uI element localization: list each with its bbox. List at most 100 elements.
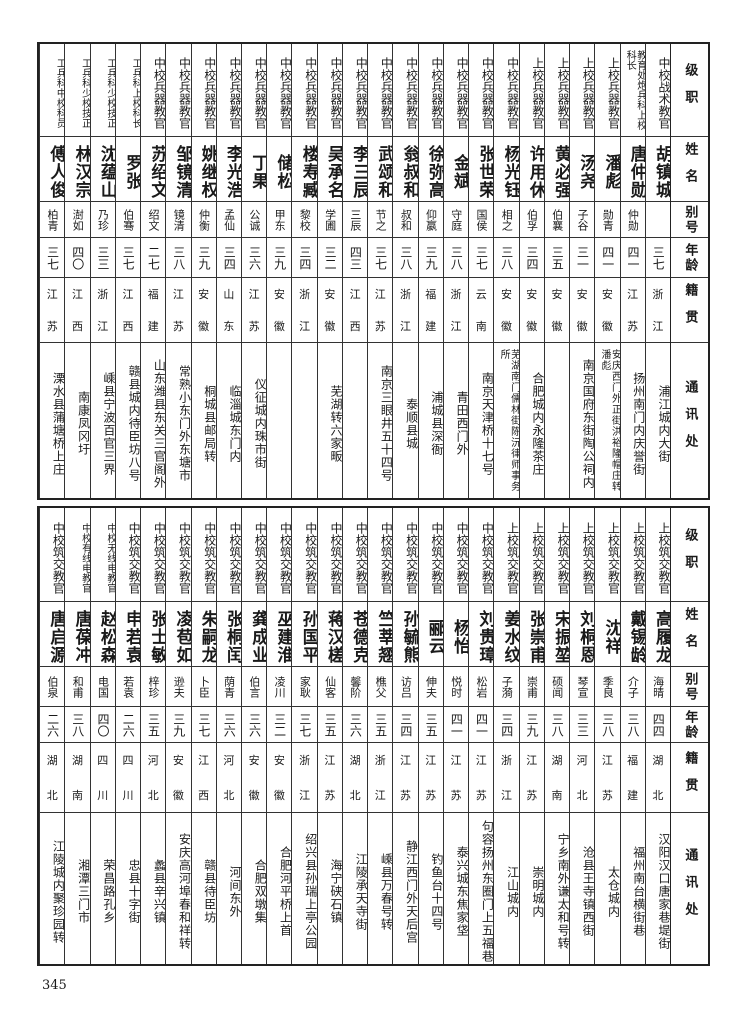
native-place-cell: 安徽 <box>570 278 595 343</box>
name-cell: 金斌 <box>443 137 469 202</box>
name-cell: 张崇甫 <box>519 602 544 667</box>
roster-column: 上校兵器教官 汤尧 子谷 三一安徽南京国府东街陶公祠内 <box>569 44 595 498</box>
rank-cell: 中校兵器教官 <box>216 44 242 137</box>
address-cell <box>292 343 316 498</box>
alias-cell: 伯泉 <box>40 667 65 707</box>
rank-cell: 中校兵器教官 <box>267 44 292 137</box>
address-cell: 河间东外 <box>228 865 242 918</box>
native-place-cell: 江西 <box>342 278 368 343</box>
rank-cell: 中校筑交教官 <box>191 508 216 602</box>
native-province-char-2: 徽 <box>576 320 588 333</box>
roster-column: 中校兵器教官 楼寿臧 黎校 三四浙江 <box>291 44 317 498</box>
alias-cell: 伸夫 <box>418 667 443 707</box>
native-province-char-2: 徽 <box>273 320 285 333</box>
rank-cell: 中校兵器教官 <box>418 44 443 137</box>
native-place-cell: 浙江 <box>494 743 519 813</box>
native-province-char-2: 北 <box>652 788 664 802</box>
native-province-char-2: 江 <box>299 788 311 802</box>
native-province-char-1: 河 <box>147 754 159 768</box>
native-province-char-1: 四 <box>97 754 109 768</box>
age-cell: 四一 <box>595 238 620 278</box>
native-place-cell: 湖北 <box>645 743 670 813</box>
native-place-cell: 浙江 <box>393 278 418 343</box>
roster-column: 工兵科少校技正 沈蕴山 乃珍 三三浙江嵊县宁波百官三界 <box>89 44 115 498</box>
address-cell: 嵊县万春号转 <box>379 852 393 931</box>
address-cell: 桐城县邮局转 <box>202 384 216 463</box>
rank-cell: 工兵科少校技正 <box>65 44 90 137</box>
roster-column: 上校兵器教官 许用休 伯孚 三四安徽合肥城内永隆茶庄 <box>518 44 544 498</box>
native-province-char-2: 江 <box>450 320 462 333</box>
native-place-cell: 江西 <box>115 278 141 343</box>
native-province-char-2: 北 <box>576 788 588 802</box>
native-province-char-1: 江 <box>324 754 336 768</box>
rank-cell: 中校筑交教官 <box>292 508 317 602</box>
rank-cell: 中校筑交教官 <box>40 508 65 602</box>
native-province-char-2: 江 <box>652 320 664 333</box>
native-province-char-1: 江 <box>475 754 487 768</box>
native-place-cell: 安徽 <box>267 278 292 343</box>
native-province-char-2: 徽 <box>198 320 210 333</box>
header-alias: 别号 <box>671 667 708 707</box>
rank-cell: 中校筑交教官 <box>443 508 469 602</box>
header-column: 级职 姓名 别号 年龄 籍贯 通讯处 <box>670 44 708 498</box>
rank-cell: 中校筑交教官 <box>342 508 368 602</box>
age-cell: 三八 <box>595 707 620 743</box>
native-province-char-1: 云 <box>475 288 487 301</box>
roster-column: 中校兵器教官 翁叔和 叔和 三八浙江泰顺县城 <box>392 44 418 498</box>
native-province-char-1: 江 <box>425 754 437 768</box>
rank-cell: 中校筑交教官 <box>216 508 242 602</box>
native-place-cell: 福建 <box>141 278 166 343</box>
age-cell: 三六 <box>216 707 242 743</box>
native-province-char-1: 湖 <box>71 754 83 768</box>
roster-column: 上校筑交教官 姜水纹 子漪 三四浙江江山城内 <box>493 508 519 964</box>
address-cell: 山东潍县东关三官阁外 <box>152 358 166 489</box>
address-cell: 南京国府东街陶公祠内 <box>581 358 595 489</box>
native-place-cell: 四川 <box>90 743 115 813</box>
age-cell: 三五 <box>544 238 570 278</box>
roster-column: 中校兵器教官 李光浩 孟仙 三四山东临淄城东门内 <box>215 44 242 498</box>
address-cell: 南康凤冈圩 <box>76 391 90 456</box>
native-province-char-1: 山 <box>223 288 235 301</box>
alias-cell: 子谷 <box>570 202 595 238</box>
native-province-char-2: 南 <box>71 788 83 802</box>
native-place-cell: 福建 <box>418 278 443 343</box>
native-province-char-1: 安 <box>526 288 538 301</box>
address-cell: 泰兴城东焦家垡 <box>455 846 469 937</box>
rank-cell: 中校筑交教官 <box>368 508 393 602</box>
roster-column: 中校兵器教官 徐弥高 仰嬴 三九福建浦城县深衙 <box>417 44 443 498</box>
native-place-cell: 江苏 <box>595 743 620 813</box>
alias-cell: 崇甫 <box>519 667 544 707</box>
age-cell: 四四 <box>645 707 670 743</box>
native-place-cell: 江西 <box>65 278 90 343</box>
native-province-char-1: 浙 <box>450 288 462 301</box>
roster-column: 工兵科少校技正 林汉宗 澍如 四〇江西南康凤冈圩 <box>64 44 90 498</box>
address-cell: 仪征城内珠市街 <box>253 378 267 469</box>
roster-column: 中校有线电教官 唐葆冲 和甫 三八湖南湘潭三门市 <box>64 508 90 964</box>
name-cell: 唐葆冲 <box>65 602 90 667</box>
native-province-char-1: 福 <box>147 288 159 301</box>
address-cell <box>545 343 569 498</box>
rank-cell: 中校兵器教官 <box>292 44 317 137</box>
name-cell: 刘桐恩 <box>570 602 595 667</box>
rank-cell: 中校兵器教官 <box>342 44 368 137</box>
age-cell: 三九 <box>267 238 292 278</box>
address-cell: 泰顺县城 <box>404 397 418 450</box>
native-province-char-2: 徽 <box>500 320 512 333</box>
roster-column: 教育处炮兵科上校科长 唐仲勋 仲勋 四一江苏扬州南门内庆誉街 <box>619 44 645 498</box>
roster-column: 工兵科中校科员 傅人俊 柏青 三七江苏溧水县蒲塘桥上庄 <box>39 44 65 498</box>
native-province-char-2: 江 <box>374 788 386 802</box>
native-province-char-1: 江 <box>46 288 58 301</box>
name-cell: 武颂和 <box>368 137 393 202</box>
native-place-cell: 浙江 <box>368 743 393 813</box>
alias-cell: 仙客 <box>317 667 342 707</box>
address-cell: 钓鱼台十四号 <box>429 852 443 931</box>
rank-cell: 中校筑交教官 <box>317 508 342 602</box>
native-province-char-1: 河 <box>223 754 235 768</box>
rank-cell: 中校战术教官 <box>645 44 670 137</box>
rank-cell: 上校兵器教官 <box>519 44 544 137</box>
address-cell: 汉阳汉口唐家巷堤街 <box>657 833 670 950</box>
age-cell: 三六 <box>342 707 368 743</box>
roster-column: 上校筑交教官 戴锡龄 介子 三八福建福州南台横街巷 <box>619 508 645 964</box>
name-cell: 高履龙 <box>645 602 670 667</box>
age-cell: 二六 <box>40 707 65 743</box>
